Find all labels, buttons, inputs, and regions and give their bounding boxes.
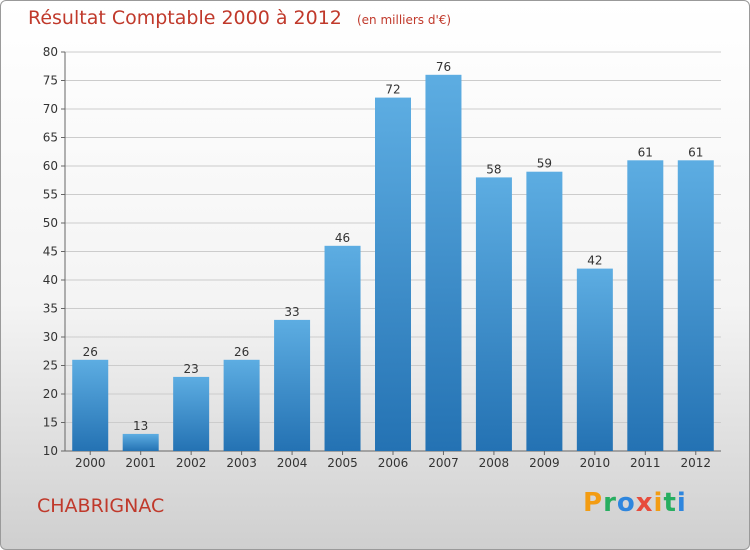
x-tick-label: 2009 <box>529 456 560 470</box>
x-tick-label: 2008 <box>479 456 510 470</box>
y-tick-label: 70 <box>43 102 58 116</box>
bar <box>526 171 563 451</box>
y-tick-label: 45 <box>43 245 58 259</box>
bar <box>274 319 311 451</box>
y-tick-label: 40 <box>43 273 58 287</box>
bar-value-label: 23 <box>184 362 199 376</box>
y-tick-label: 30 <box>43 330 58 344</box>
bar-value-label: 46 <box>335 231 350 245</box>
logo-letter: t <box>663 488 677 518</box>
x-tick-label: 2006 <box>378 456 409 470</box>
bar <box>72 359 109 451</box>
bar-value-label: 42 <box>587 254 602 268</box>
bar-value-label: 76 <box>436 60 451 74</box>
y-tick-label: 50 <box>43 216 58 230</box>
x-tick-label: 2010 <box>580 456 611 470</box>
x-tick-label: 2007 <box>428 456 459 470</box>
bar-value-label: 58 <box>486 162 501 176</box>
bar-value-label: 61 <box>688 145 703 159</box>
bar-value-label: 33 <box>284 305 299 319</box>
x-tick-label: 2011 <box>630 456 661 470</box>
bar <box>576 268 613 451</box>
bar-value-label: 26 <box>234 345 249 359</box>
bar <box>627 160 664 452</box>
chart-title: Résultat Comptable 2000 à 2012 <box>28 7 342 29</box>
bar <box>173 376 210 451</box>
x-tick-label: 2001 <box>125 456 156 470</box>
x-tick-label: 2002 <box>176 456 207 470</box>
bar <box>324 245 361 451</box>
x-tick-label: 2000 <box>75 456 106 470</box>
y-tick-label: 20 <box>43 387 58 401</box>
bar <box>122 433 159 451</box>
logo-letter: r <box>603 488 617 518</box>
y-tick-label: 60 <box>43 159 58 173</box>
y-tick-label: 25 <box>43 359 58 373</box>
chart-unit: (en milliers d'€) <box>356 13 452 27</box>
bar-value-label: 61 <box>638 145 653 159</box>
y-tick-label: 65 <box>43 131 58 145</box>
bar <box>375 97 411 451</box>
y-tick-label: 35 <box>43 302 58 316</box>
bar-value-label: 13 <box>133 419 148 433</box>
logo-letter: i <box>653 488 664 518</box>
y-tick-label: 80 <box>43 45 58 59</box>
x-tick-label: 2004 <box>277 456 308 470</box>
bar <box>425 74 462 452</box>
x-tick-label: 2003 <box>226 456 257 470</box>
bar <box>475 177 512 451</box>
x-tick-label: 2005 <box>327 456 358 470</box>
commune-name: CHABRIGNAC <box>37 495 165 517</box>
y-tick-label: 15 <box>43 416 58 430</box>
y-tick-label: 75 <box>43 74 58 88</box>
bar-value-label: 59 <box>537 157 552 171</box>
bar-value-label: 26 <box>83 345 98 359</box>
logo-letter: x <box>635 488 654 518</box>
logo-letter: P <box>583 488 604 518</box>
bar <box>223 359 260 451</box>
bar-value-label: 72 <box>385 83 400 97</box>
x-tick-label: 2012 <box>680 456 711 470</box>
title-row: Résultat Comptable 2000 à 2012 (en milli… <box>28 7 451 29</box>
proxiti-logo: Proxiti <box>583 488 687 518</box>
logo-letter: o <box>616 488 636 518</box>
y-tick-label: 10 <box>43 444 58 458</box>
logo-letter: i <box>676 488 687 518</box>
bar <box>677 160 714 452</box>
y-tick-label: 55 <box>43 188 58 202</box>
